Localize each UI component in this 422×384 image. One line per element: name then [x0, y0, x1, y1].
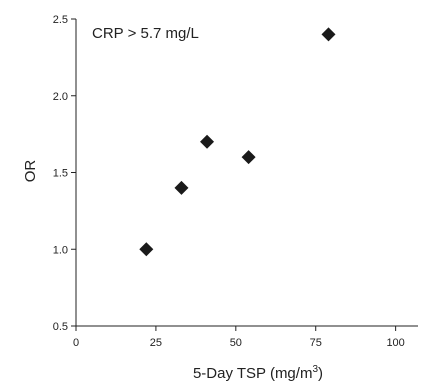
- data-point-diamond: [139, 242, 154, 257]
- y-tick-label: 2.5: [53, 14, 68, 26]
- x-tick-label: 75: [310, 337, 322, 349]
- x-tick-label: 100: [386, 337, 404, 349]
- x-tick-label: 25: [150, 337, 162, 349]
- data-point-diamond: [200, 134, 215, 149]
- y-tick-label: 1.5: [53, 168, 68, 180]
- y-axis-title: OR: [22, 160, 39, 183]
- data-point-diamond: [321, 27, 336, 42]
- y-tick-label: 2.0: [53, 91, 68, 103]
- axes: [75, 19, 418, 327]
- x-axis-title: 5-Day TSP (mg/m3): [193, 364, 323, 382]
- data-point-diamond: [174, 180, 189, 195]
- y-tick-label: 1.0: [53, 244, 68, 256]
- x-tick-label: 50: [230, 337, 242, 349]
- x-axis-title-end: ): [318, 365, 323, 382]
- y-ticks: 0.5 1.0 1.5 2.0 2.5: [53, 14, 76, 333]
- x-tick-label: 0: [73, 337, 79, 349]
- y-tick-label: 0.5: [53, 321, 68, 333]
- x-ticks: 0 25 50 75 100: [73, 326, 405, 349]
- data-points: [139, 27, 336, 257]
- x-axis-title-main: 5-Day TSP (mg/m: [193, 365, 312, 382]
- data-point-diamond: [241, 150, 256, 165]
- x-axis-title-superscript: 3: [312, 364, 318, 375]
- chart-annotation: CRP > 5.7 mg/L: [92, 25, 199, 42]
